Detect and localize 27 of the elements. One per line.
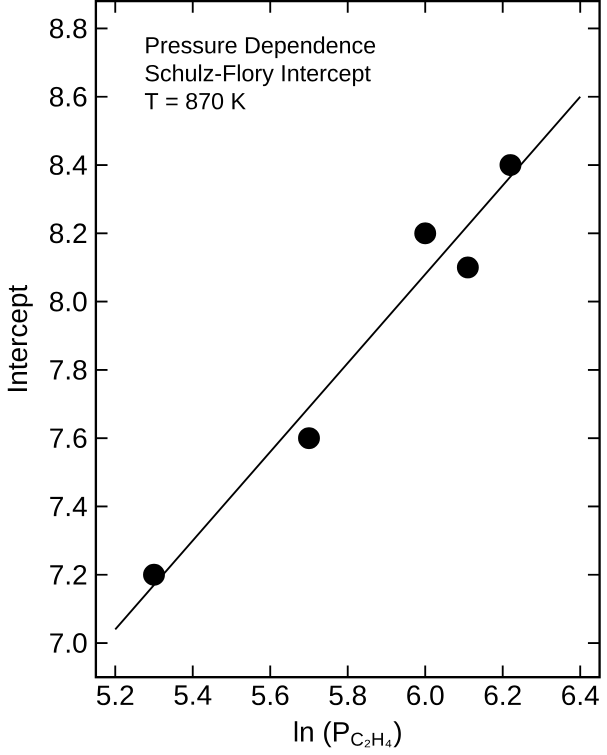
x-tick-label: 6.0 [407, 685, 444, 706]
point [414, 222, 436, 244]
x-tick-label: 5.4 [174, 685, 212, 705]
annotation: Pressure Dependence [146, 36, 375, 58]
x-tick-label: 6.4 [562, 685, 599, 706]
y-axis-title: Intercept [8, 284, 33, 391]
y-tick-label: 7.0 [50, 633, 86, 653]
y-tick-label: 7.8 [50, 360, 86, 380]
annotation: Schulz-Flory Intercept [145, 64, 371, 86]
point [298, 427, 320, 450]
y-tick-label: 8.6 [50, 86, 86, 107]
annotation: T = 870 K [144, 92, 246, 110]
y-tick-label: 8.8 [50, 18, 86, 38]
x-tick-label: 5.6 [252, 685, 288, 706]
point [499, 154, 522, 176]
x-tick-label: 5.2 [96, 685, 134, 706]
point [142, 564, 165, 586]
y-tick-label: 7.6 [50, 428, 86, 448]
y-tick-label: 7.2 [50, 565, 86, 585]
x-axis-title: ln (P$_{C₂H₄}$) [294, 721, 401, 748]
y-tick-label: 7.4 [50, 496, 87, 516]
point [456, 256, 479, 278]
y-tick-label: 8.4 [50, 155, 87, 175]
x-tick-label: 6.2 [484, 685, 521, 706]
x-tick-label: 5.8 [329, 685, 366, 706]
y-tick-label: 8.2 [50, 223, 86, 244]
y-tick-label: 8.0 [50, 292, 86, 312]
